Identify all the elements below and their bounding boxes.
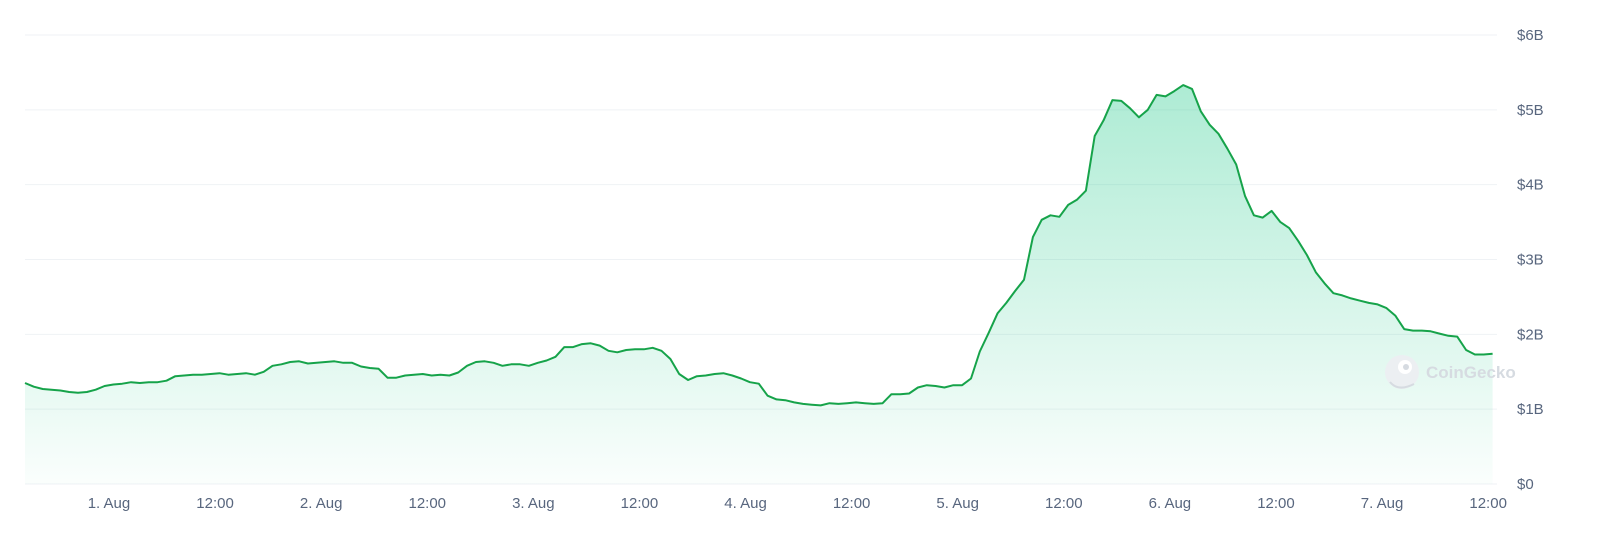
x-tick-label: 5. Aug [936, 495, 979, 512]
watermark-label: CoinGecko [1426, 363, 1516, 382]
x-tick-label: 12:00 [1257, 495, 1295, 512]
y-tick-label: $4B [1517, 177, 1544, 194]
watermark: CoinGecko [1385, 355, 1516, 389]
y-tick-label: $2B [1517, 326, 1544, 343]
x-tick-label: 7. Aug [1361, 495, 1404, 512]
x-tick-label: 3. Aug [512, 495, 555, 512]
series-line [24, 84, 1493, 407]
x-tick-label: 12:00 [1045, 495, 1083, 512]
gecko-logo-icon [1385, 355, 1419, 389]
y-tick-label: $3B [1517, 252, 1544, 269]
x-tick-label: 12:00 [621, 495, 659, 512]
y-tick-label: $1B [1517, 401, 1544, 418]
x-tick-label: 12:00 [833, 495, 871, 512]
y-tick-label: $5B [1517, 102, 1544, 119]
x-tick-label: 12:00 [408, 495, 446, 512]
y-tick-label: $6B [1517, 27, 1544, 44]
x-axis: 1. Aug 12:00 2. Aug 12:00 3. Aug 12:00 4. Aug 1… [88, 495, 1507, 512]
x-tick-label: 2. Aug [300, 495, 343, 512]
x-tick-label: 12:00 [1469, 495, 1507, 512]
series-area [25, 85, 1493, 484]
y-tick-label: $0 [1517, 476, 1534, 493]
x-tick-label: 1. Aug [88, 495, 131, 512]
series-line-path [24, 84, 1493, 407]
x-tick-label: 4. Aug [724, 495, 767, 512]
x-tick-label: 12:00 [196, 495, 234, 512]
x-tick-label: 6. Aug [1149, 495, 1192, 512]
area-fill [25, 85, 1493, 484]
y-axis: $0 $1B $2B $3B $4B $5B $6B [1517, 27, 1544, 493]
